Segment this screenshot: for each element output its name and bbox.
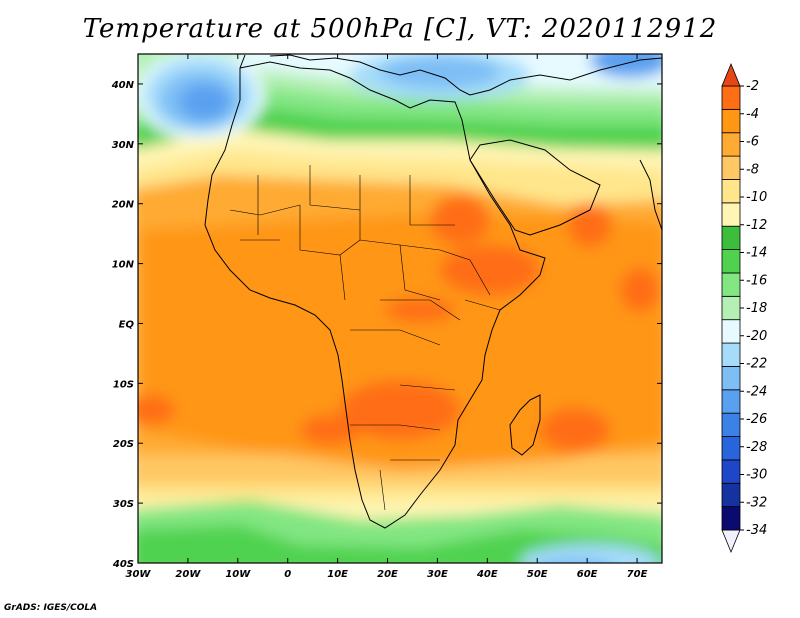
x-tick-label: 70E — [627, 569, 648, 580]
x-tick-label: 20E — [377, 569, 398, 580]
colorbar-label: -4 — [746, 107, 759, 122]
colorbar-max-triangle — [721, 62, 741, 87]
madagascar-outline — [509, 394, 541, 456]
colorbar-swatch — [721, 225, 741, 250]
x-tick-label: 60E — [577, 569, 598, 580]
coastlines — [204, 54, 662, 529]
x-tick-label: 50E — [527, 569, 548, 580]
colorbar-label: -14 — [746, 246, 767, 261]
grads-credit: GrADS: IGES/COLA — [4, 603, 98, 613]
colorbar-label: -32 — [746, 495, 767, 510]
colorbar-label: -34 — [746, 523, 767, 538]
colorbar-label: -2 — [746, 79, 759, 94]
colorbar-swatch — [721, 295, 741, 321]
colorbar-swatch — [721, 85, 741, 110]
colorbar-label: -16 — [746, 273, 767, 288]
x-tick-label: 40E — [476, 569, 498, 580]
temperature-field — [138, 54, 662, 563]
y-tick-label: 30N — [112, 140, 135, 151]
x-tick-label: 0 — [284, 569, 291, 580]
colorbar-label: -30 — [746, 468, 767, 483]
x-tick-label: 30W — [126, 569, 152, 580]
x-tick-label: 30E — [427, 569, 448, 580]
colorbar-swatch — [721, 436, 741, 461]
colorbar-swatch — [721, 155, 741, 180]
colorbar-swatch — [721, 249, 741, 274]
x-tick-label: 10W — [225, 569, 251, 580]
colorbar-label: -22 — [746, 357, 767, 372]
colorbar-label: -8 — [746, 162, 759, 177]
x-tick-label: 20W — [175, 569, 201, 580]
y-tick-label: 20N — [112, 200, 135, 211]
europe-outline — [239, 54, 662, 96]
colorbar-min-triangle — [721, 529, 741, 554]
y-tick-label: 40N — [111, 80, 135, 91]
y-tick-label: 10S — [113, 379, 134, 390]
colorbar-label: -18 — [746, 301, 767, 316]
arabia-outline — [469, 139, 601, 236]
colorbar-swatch — [721, 342, 741, 367]
colorbar-swatch — [721, 179, 741, 204]
map-title: Temperature at 500hPa [C], VT: 202011291… — [82, 14, 718, 44]
country-borders — [229, 165, 501, 511]
colorbar: -2 -4 -6 -8 -10 -12 -14 -16 -18 -20 -22 -24 -26 -28 -3… — [721, 62, 767, 554]
y-tick-label: 30S — [113, 499, 134, 510]
colorbar-label: -12 — [746, 218, 767, 233]
colorbar-swatch — [721, 389, 741, 414]
colorbar-label: -28 — [746, 440, 767, 455]
colorbar-swatch — [721, 108, 741, 134]
y-tick-label: EQ — [119, 319, 135, 330]
y-tick-label: 40S — [112, 559, 134, 570]
colorbar-swatch — [721, 459, 741, 484]
colorbar-label: -10 — [746, 190, 767, 205]
colorbar-label: -26 — [746, 412, 767, 427]
colorbar-label: -24 — [746, 384, 767, 399]
colorbar-swatch — [721, 319, 741, 344]
colorbar-swatch — [721, 272, 741, 297]
colorbar-swatch — [721, 202, 741, 227]
colorbar-swatch — [721, 482, 741, 508]
colorbar-swatch — [721, 366, 741, 391]
india-outline — [639, 159, 662, 231]
colorbar-label: -6 — [746, 135, 759, 150]
plot-frame — [137, 53, 663, 564]
africa-outline — [204, 61, 546, 529]
colorbar-swatch — [721, 132, 741, 157]
colorbar-label: -20 — [746, 329, 767, 344]
y-tick-label: 10N — [112, 260, 135, 271]
y-tick-label: 20S — [113, 439, 134, 450]
axes: 30W 20W 10W 0 10E 20E 30E 40E 50E 60E 70E 40N 30N 20N… — [111, 54, 662, 580]
colorbar-swatch — [721, 412, 741, 437]
colorbar-swatch — [721, 506, 741, 531]
x-tick-label: 10E — [327, 569, 348, 580]
